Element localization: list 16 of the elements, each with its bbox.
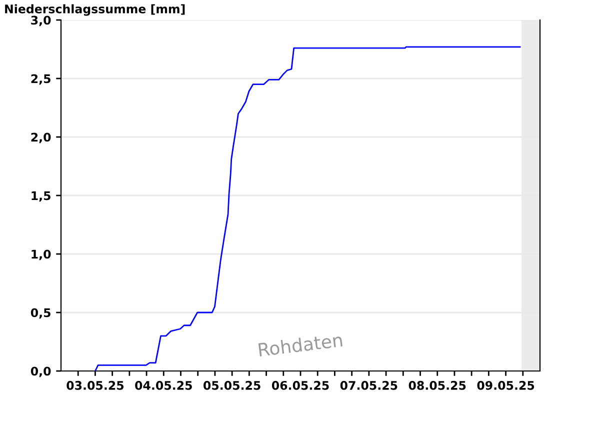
y-tick-label: 3,0 bbox=[31, 16, 51, 26]
y-tick-label: 1,0 bbox=[32, 250, 51, 260]
x-tick-label: 04.05.25 bbox=[135, 380, 192, 390]
y-tick-label: 2,0 bbox=[31, 132, 51, 144]
x-tick-label: 05.05.25 bbox=[204, 380, 260, 390]
x-tick-label: 07.05.25 bbox=[340, 380, 398, 390]
y-tick-label: 1,5 bbox=[32, 191, 50, 202]
x-tick-label: 03.05.25 bbox=[66, 380, 124, 390]
x-tick-label: 06.05.25 bbox=[272, 380, 329, 390]
x-tick-label: 09.05.25 bbox=[477, 380, 534, 390]
annotation: Rohdaten bbox=[258, 332, 342, 357]
y-tick-label: 2,5 bbox=[31, 74, 50, 85]
y-tick-label: 0,5 bbox=[30, 308, 50, 319]
y-tick-label: 0,0 bbox=[30, 366, 51, 378]
x-tick-label: 08.05.25 bbox=[408, 380, 466, 390]
y-axis-title: Niederschlagssumme [mm] bbox=[5, 4, 185, 16]
